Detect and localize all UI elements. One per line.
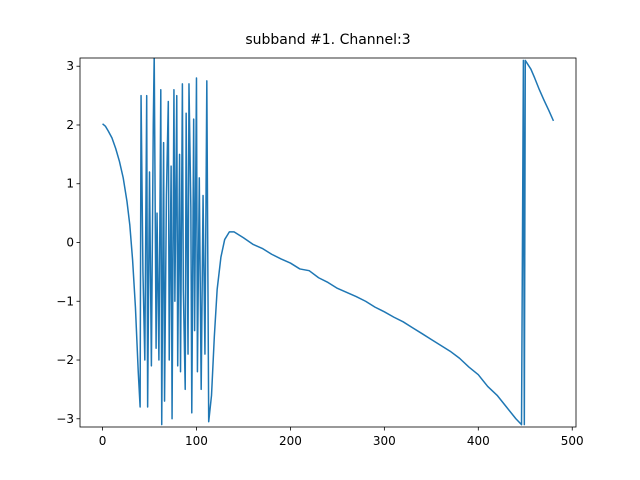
x-tick-label: 300 xyxy=(373,434,396,448)
y-tick-label: −1 xyxy=(56,294,74,308)
plot-area xyxy=(102,58,555,426)
chart-title: subband #1. Channel:3 xyxy=(245,32,410,48)
y-tick-label: 1 xyxy=(66,177,74,191)
y-tick-label: −3 xyxy=(56,412,74,426)
x-tick-label: 100 xyxy=(185,434,208,448)
x-tick-label: 400 xyxy=(467,434,490,448)
data-line xyxy=(102,58,555,426)
y-tick-label: 0 xyxy=(66,236,74,250)
x-tick-label: 0 xyxy=(99,434,107,448)
x-tick-label: 200 xyxy=(279,434,302,448)
y-tick-label: −2 xyxy=(56,353,74,367)
y-tick-label: 2 xyxy=(66,118,74,132)
x-tick-label: 500 xyxy=(561,434,584,448)
y-tick-label: 3 xyxy=(66,59,74,73)
